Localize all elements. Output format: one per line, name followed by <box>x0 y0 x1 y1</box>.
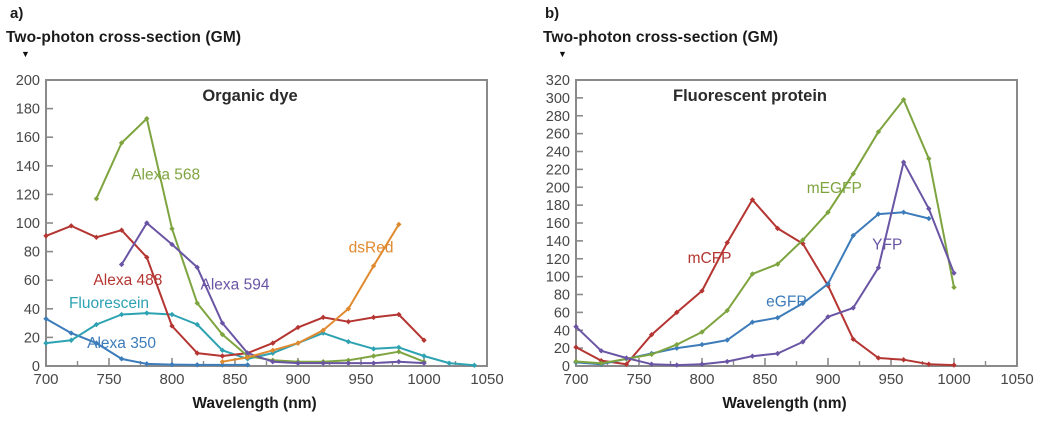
x-tick-label: 800 <box>689 371 714 388</box>
x-tick-label: 950 <box>348 371 373 388</box>
y-tick-label: 280 <box>546 109 570 125</box>
y-tick-label: 180 <box>546 198 570 214</box>
x-tick-label: 750 <box>626 371 651 388</box>
x-tick-label: 700 <box>33 371 58 388</box>
y-tick-label: 140 <box>16 159 40 175</box>
y-tick-label: 100 <box>16 216 40 232</box>
down-triangle-icon: ▼ <box>558 49 567 59</box>
x-tick-label: 900 <box>285 371 310 388</box>
panel-label-a: a) <box>10 5 24 22</box>
y-tick-label: 80 <box>24 245 40 261</box>
x-tick-label: 850 <box>752 371 777 388</box>
y-tick-label: 260 <box>546 127 570 143</box>
y-tick-label: 0 <box>562 359 570 375</box>
x-axis-label: Wavelength (nm) <box>192 395 316 412</box>
y-tick-label: 140 <box>546 234 570 250</box>
y-tick-label: 20 <box>554 341 570 357</box>
y-tick-label: 60 <box>24 273 40 289</box>
y-tick-label: 300 <box>546 91 570 107</box>
x-tick-label: 700 <box>563 371 588 388</box>
series-label-alexa-568: Alexa 568 <box>131 166 200 183</box>
x-tick-label: 1000 <box>407 371 440 388</box>
y-tick-label: 240 <box>546 145 570 161</box>
x-tick-label: 1000 <box>937 371 970 388</box>
y-tick-label: 120 <box>546 252 570 268</box>
chart-title: Fluorescent protein <box>673 87 827 105</box>
y-tick-label: 40 <box>554 323 570 339</box>
x-tick-label: 950 <box>878 371 903 388</box>
series-label-mcfp: mCFP <box>688 250 732 267</box>
y-tick-label: 0 <box>32 359 40 375</box>
series-line-yfp <box>575 161 955 367</box>
panel-label-b: b) <box>545 5 560 22</box>
y-tick-label: 180 <box>16 102 40 118</box>
y-tick-label: 100 <box>546 270 570 286</box>
y-tick-label: 20 <box>24 330 40 346</box>
y-tick-label: 160 <box>546 216 570 232</box>
series-label-yfp: YFP <box>872 236 902 253</box>
series-line-fluorescein <box>45 312 475 367</box>
y-tick-label: 200 <box>16 73 40 89</box>
panel-organic-dye: a) Two-photon cross-section (GM) ▼ 0 20 40… <box>6 5 504 412</box>
y-tick-label: 200 <box>546 180 570 196</box>
series-label-egfp: eGFP <box>766 294 806 311</box>
series-line-dsred <box>222 223 400 363</box>
y-tick-label: 220 <box>546 162 570 178</box>
series-label-alexa-350: Alexa 350 <box>87 335 156 352</box>
x-tick-label: 750 <box>96 371 121 388</box>
series-label-megfp: mEGFP <box>807 180 862 197</box>
y-tick-label: 80 <box>554 288 570 304</box>
series-line-mcfp <box>575 198 955 367</box>
series-label-fluorescein: Fluorescein <box>69 295 149 312</box>
series-line-alexa-488 <box>45 224 425 357</box>
plot-border <box>45 79 488 367</box>
x-axis-label: Wavelength (nm) <box>722 395 846 412</box>
y-axis-title: Two-photon cross-section (GM) <box>543 29 779 46</box>
plot-border <box>575 79 1018 367</box>
down-triangle-icon: ▼ <box>21 49 30 59</box>
chart-organic-dye: 0 20 40 60 80 100 120 140 160 180 200 700 750 800 850 9… <box>16 73 504 412</box>
x-tick-label: 850 <box>222 371 247 388</box>
x-tick-label: 1050 <box>470 371 503 388</box>
y-tick-label: 40 <box>24 302 40 318</box>
y-axis-title: Two-photon cross-section (GM) <box>6 29 242 46</box>
panel-fluorescent-protein: b) Two-photon cross-section (GM) ▼ 0 20 40… <box>525 0 1050 422</box>
series-label-alexa-488: Alexa 488 <box>93 272 162 289</box>
x-tick-label: 1050 <box>1000 371 1033 388</box>
y-tick-label: 60 <box>554 305 570 321</box>
x-tick-label: 900 <box>815 371 840 388</box>
series-label-dsred: dsRed <box>349 239 394 256</box>
chart-title: Organic dye <box>202 87 297 105</box>
y-tick-label: 320 <box>546 73 570 89</box>
y-tick-label: 160 <box>16 130 40 146</box>
series-label-alexa-594: Alexa 594 <box>201 276 270 293</box>
x-tick-label: 800 <box>159 371 184 388</box>
series-line-megfp <box>575 98 955 365</box>
y-tick-label: 120 <box>16 187 40 203</box>
